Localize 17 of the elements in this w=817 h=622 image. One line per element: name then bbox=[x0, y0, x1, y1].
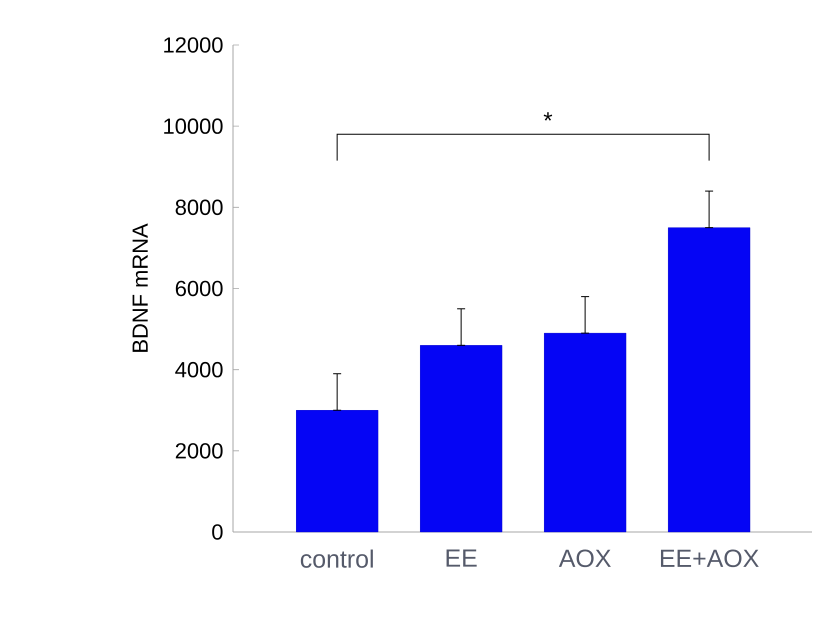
x-tick-label: control bbox=[300, 550, 373, 568]
y-tick-label: 4000 bbox=[175, 362, 223, 378]
bar bbox=[296, 410, 378, 532]
y-axis-title: BDNF mRNA bbox=[132, 223, 148, 352]
x-tick-label: EE+AOX bbox=[660, 550, 759, 568]
y-tick-label: 2000 bbox=[176, 443, 223, 459]
y-tick-label: 6000 bbox=[176, 280, 223, 296]
annotation: * bbox=[544, 112, 552, 121]
y-tick-label: 12000 bbox=[164, 37, 223, 53]
y-tick-label: 10000 bbox=[164, 118, 223, 134]
y-tick-label: 8000 bbox=[176, 200, 223, 216]
bar bbox=[420, 345, 502, 532]
y-tick-label: 0 bbox=[212, 524, 223, 540]
bar bbox=[544, 332, 626, 532]
x-tick-label: EE bbox=[446, 550, 477, 567]
x-tick-label: AOX bbox=[558, 550, 611, 568]
bar bbox=[668, 227, 750, 532]
